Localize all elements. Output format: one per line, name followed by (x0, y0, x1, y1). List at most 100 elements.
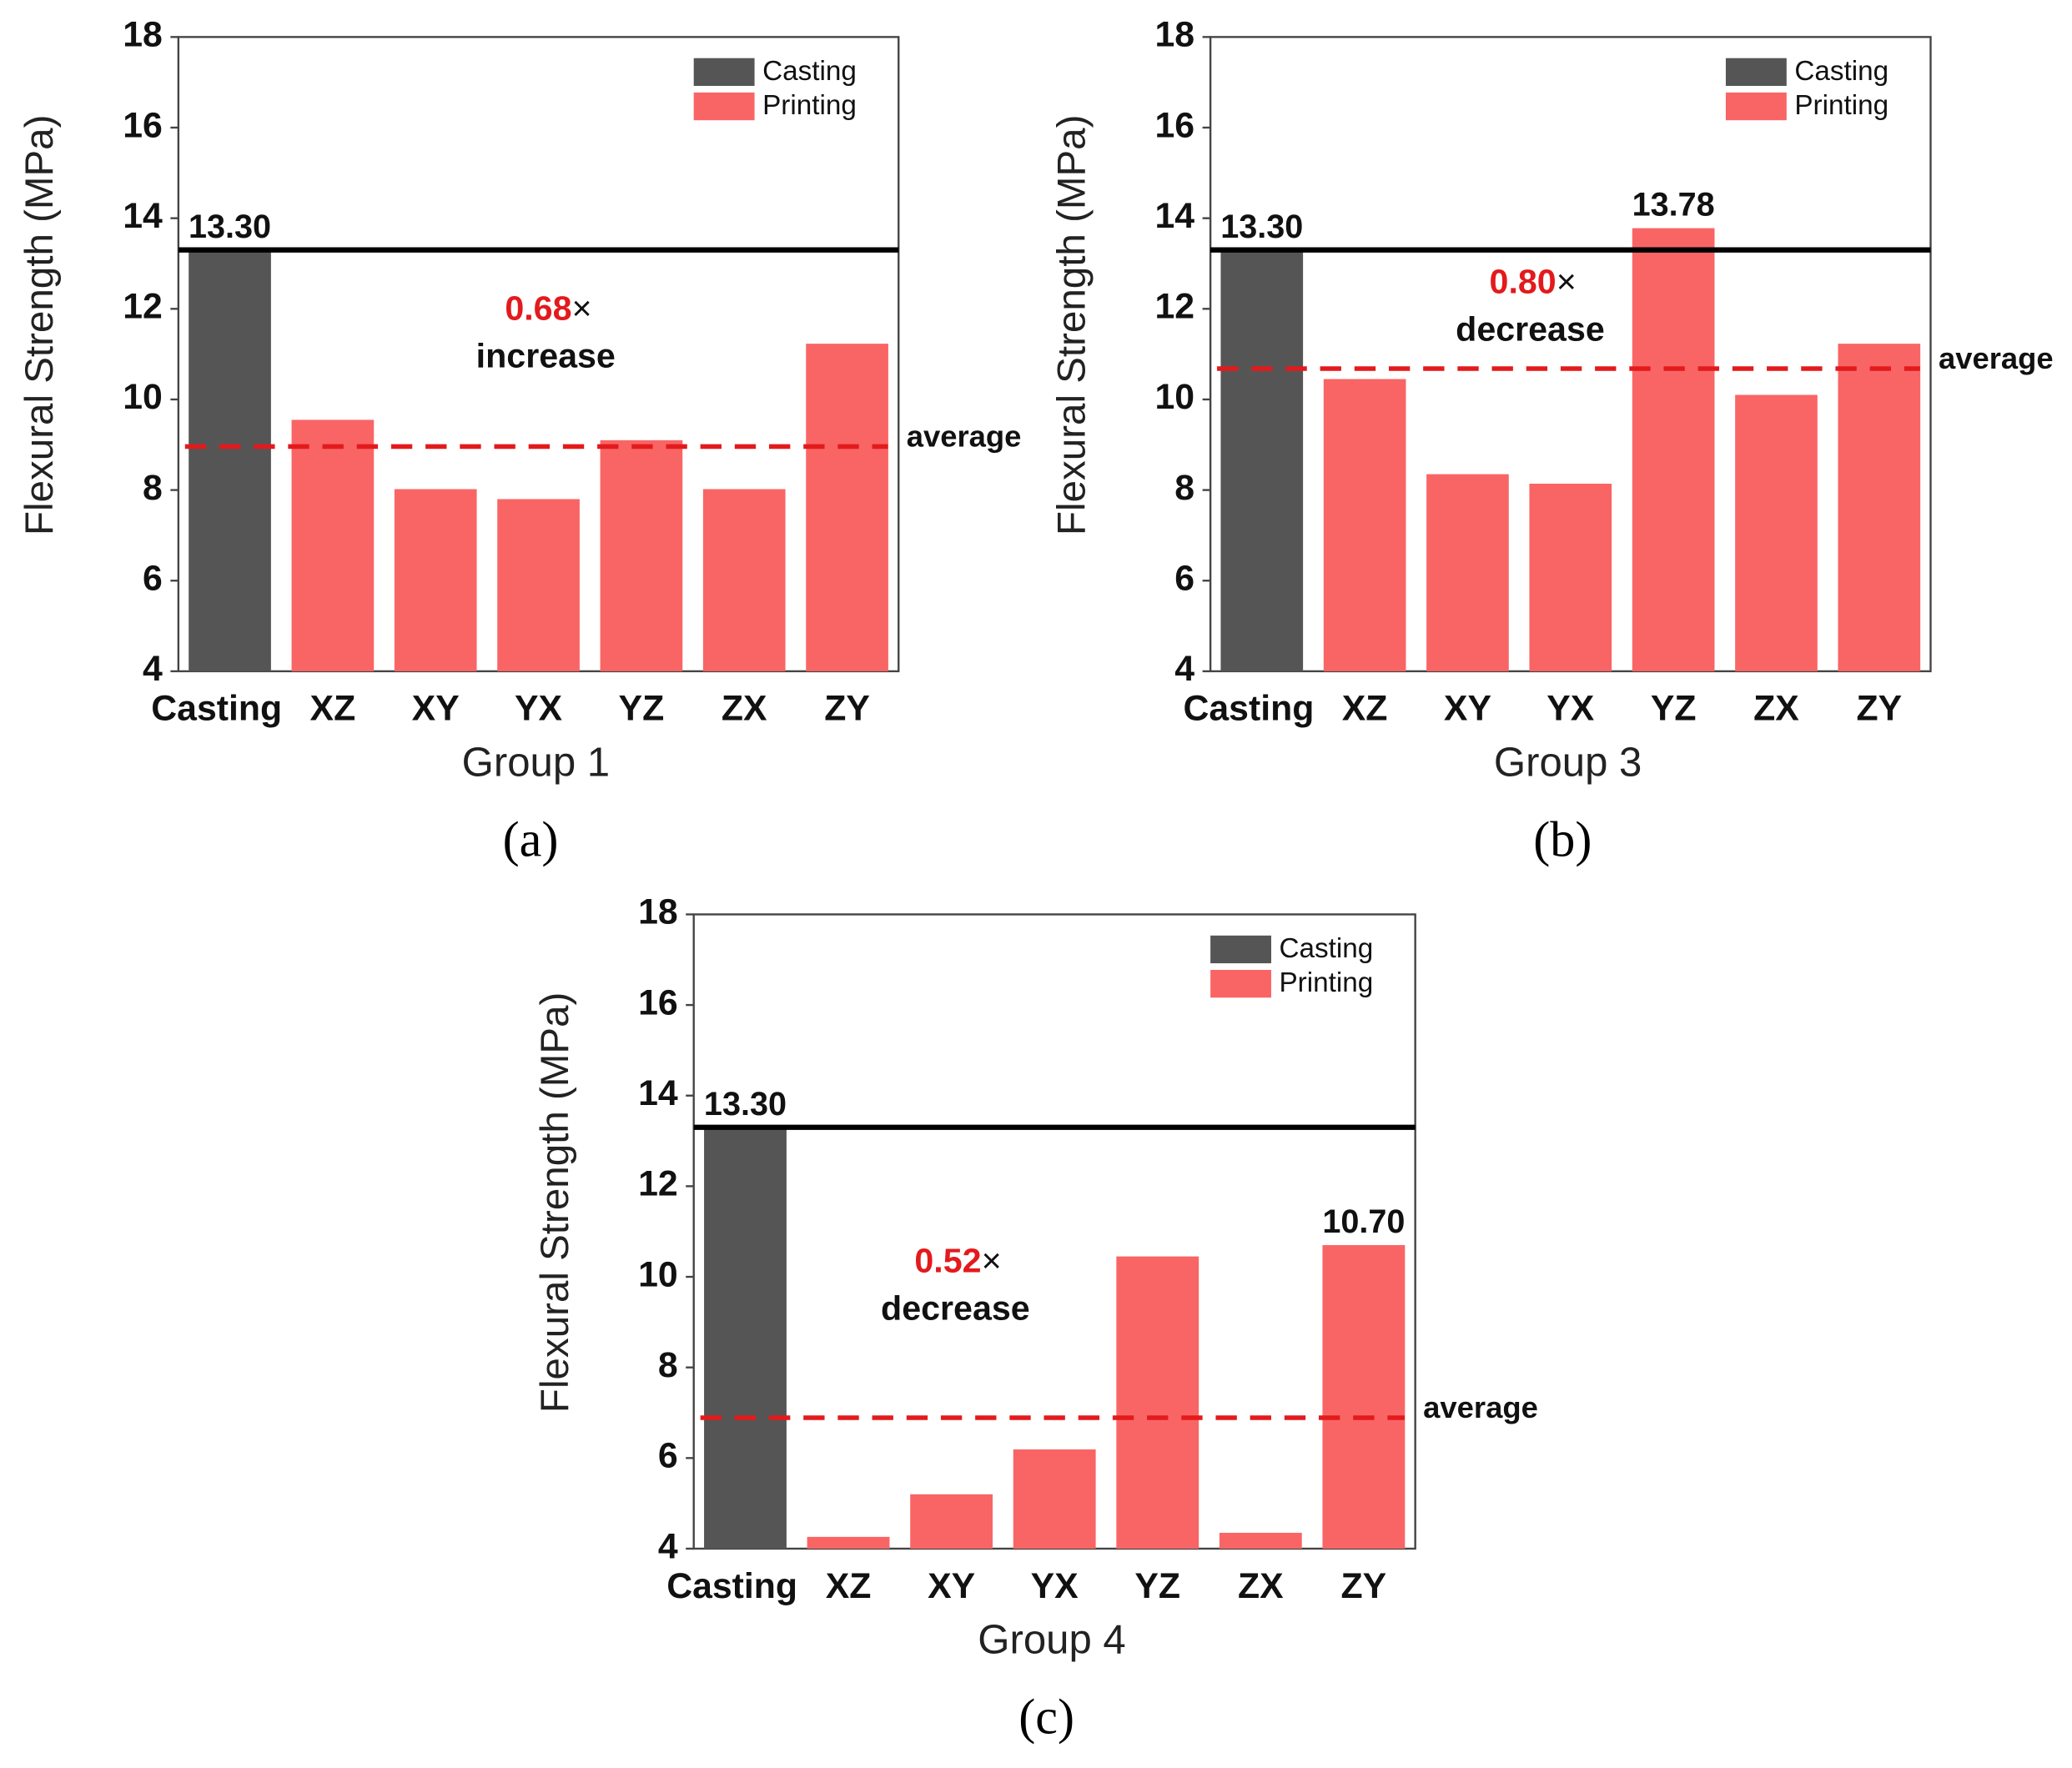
y-tick-label: 16 (1155, 105, 1195, 145)
annotation-text: decrease (881, 1289, 1030, 1328)
bar (291, 419, 375, 671)
legend-label: Casting (762, 56, 857, 87)
x-tick-label: YX (1031, 1566, 1079, 1606)
average-label: average (907, 419, 1022, 454)
y-tick-label: 6 (143, 559, 163, 599)
x-tick-label: Casting (666, 1566, 797, 1606)
y-tick-label: 10 (638, 1254, 678, 1294)
y-tick-label: 18 (123, 15, 163, 55)
bar (1219, 1532, 1302, 1549)
ratio-symbol: × (982, 1242, 1002, 1280)
ratio-symbol: × (571, 289, 591, 327)
x-tick-label: XY (1444, 689, 1491, 729)
y-tick-label: 8 (1174, 468, 1194, 508)
bar (1220, 249, 1304, 671)
bar (702, 489, 786, 671)
x-tick-label: YX (515, 689, 563, 729)
bar (600, 439, 683, 671)
y-tick-label: 8 (658, 1345, 678, 1385)
legend-label: Casting (1279, 933, 1373, 964)
panel-label: (a) (503, 811, 559, 867)
bar (910, 1494, 993, 1549)
x-tick-label: ZX (722, 689, 767, 729)
x-axis-title: Group 1 (462, 740, 610, 785)
bar (1116, 1256, 1199, 1549)
x-tick-label: XY (928, 1566, 975, 1606)
bar (394, 489, 477, 671)
x-tick-label: YZ (619, 689, 665, 729)
y-tick-label: 12 (638, 1164, 678, 1204)
y-tick-label: 6 (1174, 559, 1194, 599)
y-axis-title: Flexural Strength (MPa) (18, 115, 62, 535)
annotation-ratio: 0.80× (1490, 263, 1577, 301)
bar (1632, 228, 1715, 671)
legend-swatch (693, 58, 755, 86)
y-tick-label: 16 (123, 105, 163, 145)
legend-swatch (1725, 92, 1787, 121)
y-tick-label: 10 (123, 377, 163, 417)
value-label: 10.70 (1322, 1203, 1405, 1240)
y-axis-title: Flexural Strength (MPa) (533, 992, 577, 1413)
legend-label: Printing (762, 90, 857, 121)
y-tick-label: 16 (638, 982, 678, 1022)
bar (1323, 379, 1406, 671)
y-tick-label: 10 (1155, 377, 1195, 417)
legend-label: Casting (1794, 56, 1888, 87)
y-tick-label: 6 (658, 1436, 678, 1476)
y-tick-label: 4 (143, 649, 163, 689)
ratio-value: 0.52 (914, 1242, 981, 1280)
legend-label: Printing (1794, 90, 1888, 121)
bar (497, 499, 580, 671)
y-axis-title: Flexural Strength (MPa) (1049, 115, 1094, 535)
annotation-text: decrease (1456, 310, 1605, 349)
bar (1838, 344, 1921, 671)
chart-panel: 4 6 8 10 12 14 16 18 13.30 13.78 Casting XZ XY YX YZ ZX… (1049, 15, 2053, 868)
bar (704, 1127, 787, 1549)
annotation-text: increase (476, 336, 616, 374)
value-label: 13.30 (704, 1086, 787, 1123)
bar (1529, 484, 1612, 671)
y-tick-label: 14 (1155, 196, 1195, 236)
y-tick-label: 12 (1155, 287, 1195, 327)
ratio-value: 0.80 (1490, 263, 1557, 301)
chart-panel: 4 6 8 10 12 14 16 18 13.30 10.70 Casting XZ XY YX YZ ZX… (533, 892, 1538, 1745)
y-tick-label: 14 (638, 1073, 678, 1113)
value-label: 13.30 (189, 208, 271, 245)
y-tick-label: 4 (658, 1526, 678, 1566)
y-tick-label: 4 (1174, 649, 1194, 689)
x-tick-label: YZ (1134, 1566, 1180, 1606)
x-tick-label: XZ (310, 689, 356, 729)
y-tick-label: 18 (638, 892, 678, 932)
value-label: 13.30 (1220, 208, 1303, 245)
legend-swatch (1210, 969, 1271, 998)
y-tick-label: 14 (123, 196, 163, 236)
bar (1426, 474, 1509, 671)
bar (1735, 394, 1818, 671)
ratio-symbol: × (1557, 263, 1577, 301)
x-tick-label: ZY (1856, 689, 1902, 729)
average-label: average (1423, 1390, 1538, 1424)
y-tick-label: 12 (123, 287, 163, 327)
x-tick-label: XZ (1342, 689, 1388, 729)
y-tick-label: 18 (1155, 15, 1195, 55)
legend-swatch (1210, 935, 1271, 964)
y-tick-label: 8 (143, 468, 163, 508)
average-label: average (1939, 341, 2054, 375)
bar (1013, 1449, 1096, 1549)
bar (189, 249, 271, 671)
x-tick-label: XY (412, 689, 460, 729)
annotation-ratio: 0.68× (505, 289, 591, 327)
bar (807, 1536, 890, 1549)
x-tick-label: ZY (1341, 1566, 1387, 1606)
x-axis-title: Group 4 (978, 1617, 1125, 1662)
x-tick-label: ZY (824, 689, 870, 729)
x-tick-label: Casting (1184, 689, 1315, 729)
plot-area (692, 913, 1416, 1550)
value-label: 13.78 (1632, 187, 1715, 224)
legend-swatch (693, 92, 755, 121)
ratio-value: 0.68 (505, 289, 571, 327)
x-tick-label: XZ (826, 1566, 872, 1606)
x-axis-title: Group 3 (1494, 740, 1642, 785)
